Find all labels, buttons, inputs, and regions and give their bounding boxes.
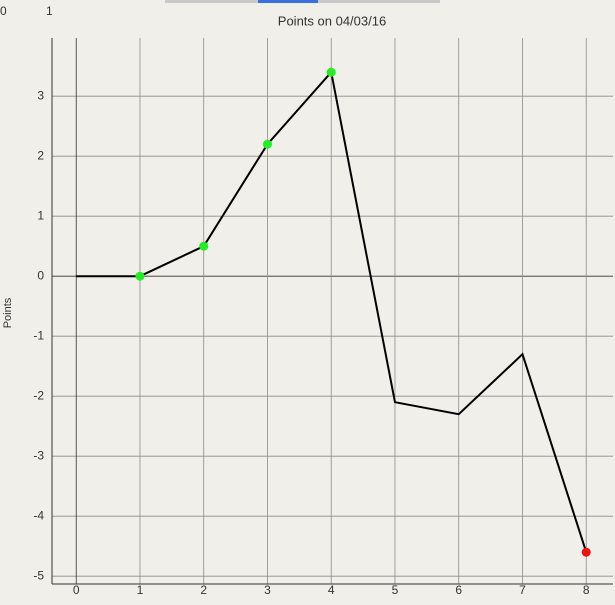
x-tick-label: 6 [455, 583, 462, 597]
y-tick-label: -4 [33, 508, 44, 522]
x-tick-label: 4 [328, 583, 335, 597]
x-tick-label: 0 [73, 583, 80, 597]
y-tick-label: -2 [33, 388, 44, 402]
y-tick-label: 3 [37, 88, 44, 102]
x-tick-label: 5 [392, 583, 399, 597]
point-marker [135, 271, 145, 281]
tab-active [258, 0, 318, 3]
y-tick-label: -3 [33, 448, 44, 462]
x-tick-label: 2 [200, 583, 207, 597]
point-marker [199, 241, 209, 251]
header-fragment: 0 [0, 4, 7, 18]
chart-title: Points on 04/03/16 [278, 13, 386, 28]
point-marker [581, 547, 591, 557]
y-axis-label: Points [2, 297, 14, 328]
y-tick-label: -1 [33, 328, 44, 342]
x-tick-label: 8 [583, 583, 590, 597]
y-tick-label: -5 [33, 568, 44, 582]
x-tick-label: 3 [264, 583, 271, 597]
header-fragment: 1 [46, 4, 53, 18]
x-tick-label: 1 [137, 583, 144, 597]
point-marker [326, 67, 336, 77]
point-marker [262, 139, 272, 149]
y-tick-label: 2 [37, 148, 44, 162]
y-tick-label: 1 [37, 208, 44, 222]
x-tick-label: 7 [519, 583, 526, 597]
y-tick-label: 0 [37, 268, 44, 282]
